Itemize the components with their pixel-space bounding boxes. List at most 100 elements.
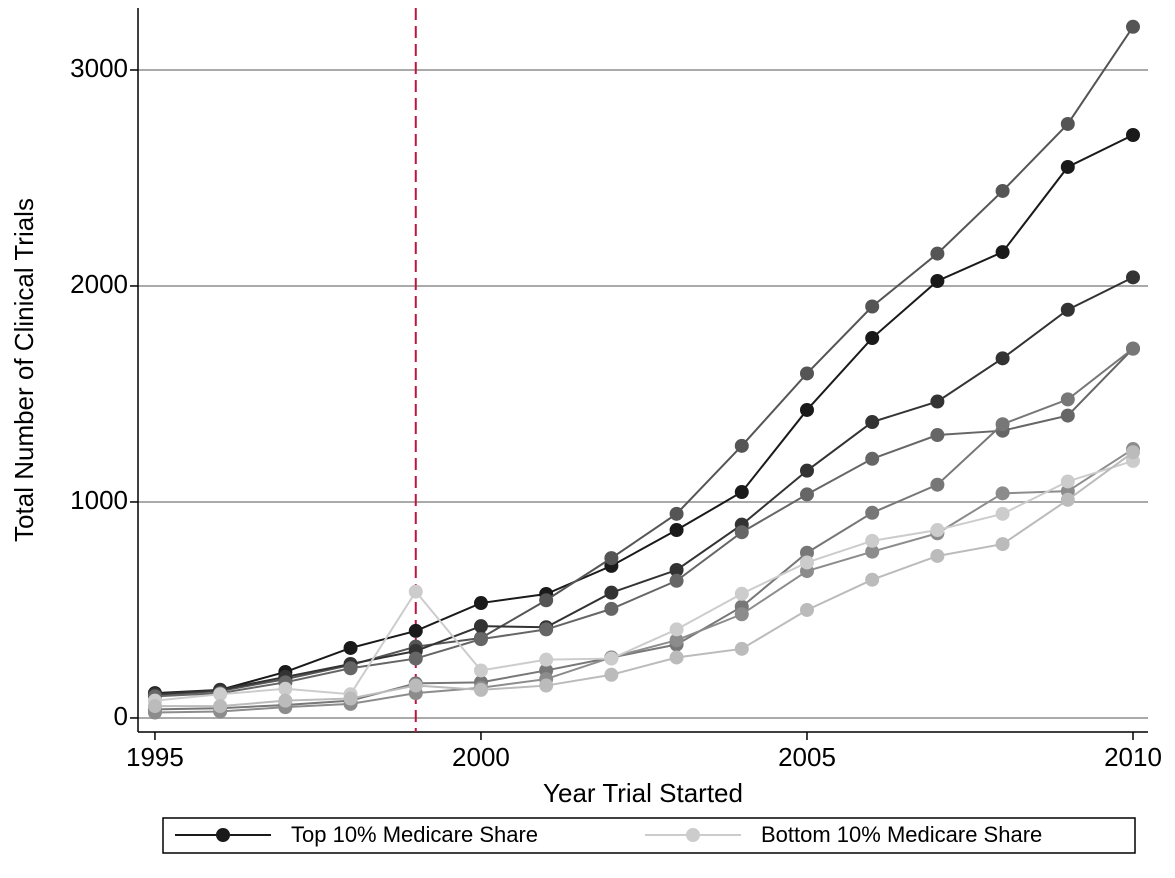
data-point: [799, 555, 814, 570]
x-tick-label: 1995: [126, 742, 184, 772]
data-point: [930, 477, 945, 492]
data-point: [604, 551, 619, 566]
data-point: [669, 563, 684, 578]
data-point: [1126, 270, 1141, 285]
series-line: [154, 26, 1134, 697]
data-point: [213, 699, 228, 714]
x-tick-label: 2005: [778, 742, 836, 772]
legend-label: Top 10% Medicare Share: [291, 822, 538, 847]
data-point: [669, 506, 684, 521]
data-point: [865, 451, 880, 466]
data-point: [799, 545, 814, 560]
series-line: [154, 459, 1134, 702]
series-line: [154, 347, 1134, 698]
data-point: [865, 572, 880, 587]
data-point: [473, 619, 488, 634]
data-point: [539, 652, 554, 667]
data-point: [995, 183, 1010, 198]
data-point: [1060, 302, 1075, 317]
data-point: [1126, 341, 1141, 356]
data-point: [408, 678, 423, 693]
data-point: [930, 274, 945, 289]
legend-marker: [216, 828, 230, 842]
data-point: [865, 533, 880, 548]
data-point: [604, 651, 619, 666]
x-tick-label: 2000: [452, 742, 510, 772]
y-tick-label: 0: [114, 701, 128, 731]
data-point: [473, 682, 488, 697]
data-point: [1126, 445, 1141, 460]
data-point: [408, 651, 423, 666]
data-point: [995, 245, 1010, 260]
legend-label: Bottom 10% Medicare Share: [761, 822, 1042, 847]
data-point: [408, 623, 423, 638]
series-line: [154, 451, 1134, 708]
legend-marker: [686, 828, 700, 842]
data-point: [604, 601, 619, 616]
data-point: [799, 602, 814, 617]
data-point: [669, 633, 684, 648]
data-point: [343, 661, 358, 676]
data-point: [865, 331, 880, 346]
data-point: [539, 622, 554, 637]
data-point: [669, 523, 684, 538]
data-point: [669, 622, 684, 637]
data-point: [473, 632, 488, 647]
data-point: [408, 584, 423, 599]
series-line: [154, 448, 1134, 714]
y-tick-label: 3000: [70, 53, 128, 83]
data-point: [1060, 408, 1075, 423]
data-point: [930, 548, 945, 563]
data-point: [1060, 159, 1075, 174]
data-point: [1126, 128, 1141, 143]
data-point: [1060, 474, 1075, 489]
data-point: [734, 485, 749, 500]
data-point: [734, 586, 749, 601]
data-point: [865, 299, 880, 314]
data-point: [343, 691, 358, 706]
data-point: [995, 537, 1010, 552]
data-point: [734, 641, 749, 656]
data-point: [278, 693, 293, 708]
data-point: [473, 663, 488, 678]
data-point: [865, 544, 880, 559]
data-point: [799, 366, 814, 381]
data-point: [604, 667, 619, 682]
data-point: [995, 351, 1010, 366]
data-point: [995, 506, 1010, 521]
data-point: [539, 593, 554, 608]
x-axis-label: Year Trial Started: [543, 778, 743, 808]
data-point: [930, 394, 945, 409]
series-line: [154, 134, 1134, 695]
data-point: [669, 650, 684, 665]
series-line: [154, 276, 1134, 696]
data-point: [669, 573, 684, 588]
data-point: [799, 487, 814, 502]
data-point: [734, 525, 749, 540]
y-tick-label: 2000: [70, 269, 128, 299]
data-point: [604, 585, 619, 600]
data-point: [865, 415, 880, 430]
data-point: [995, 486, 1010, 501]
data-point: [930, 428, 945, 443]
data-point: [734, 438, 749, 453]
data-point: [1060, 392, 1075, 407]
data-point: [1060, 492, 1075, 507]
legend-box: [162, 817, 1136, 854]
data-point: [930, 523, 945, 538]
data-point: [799, 402, 814, 417]
y-tick-label: 1000: [70, 485, 128, 515]
y-axis-label: Total Number of Clinical Trials: [9, 198, 39, 542]
x-tick-label: 2010: [1104, 742, 1162, 772]
data-point: [799, 463, 814, 478]
data-point: [865, 505, 880, 520]
data-point: [539, 678, 554, 693]
data-point: [213, 687, 228, 702]
data-point: [995, 417, 1010, 432]
data-point: [930, 246, 945, 261]
data-point: [473, 596, 488, 611]
data-point: [1126, 19, 1141, 34]
data-point: [343, 640, 358, 655]
series-line: [154, 347, 1134, 711]
